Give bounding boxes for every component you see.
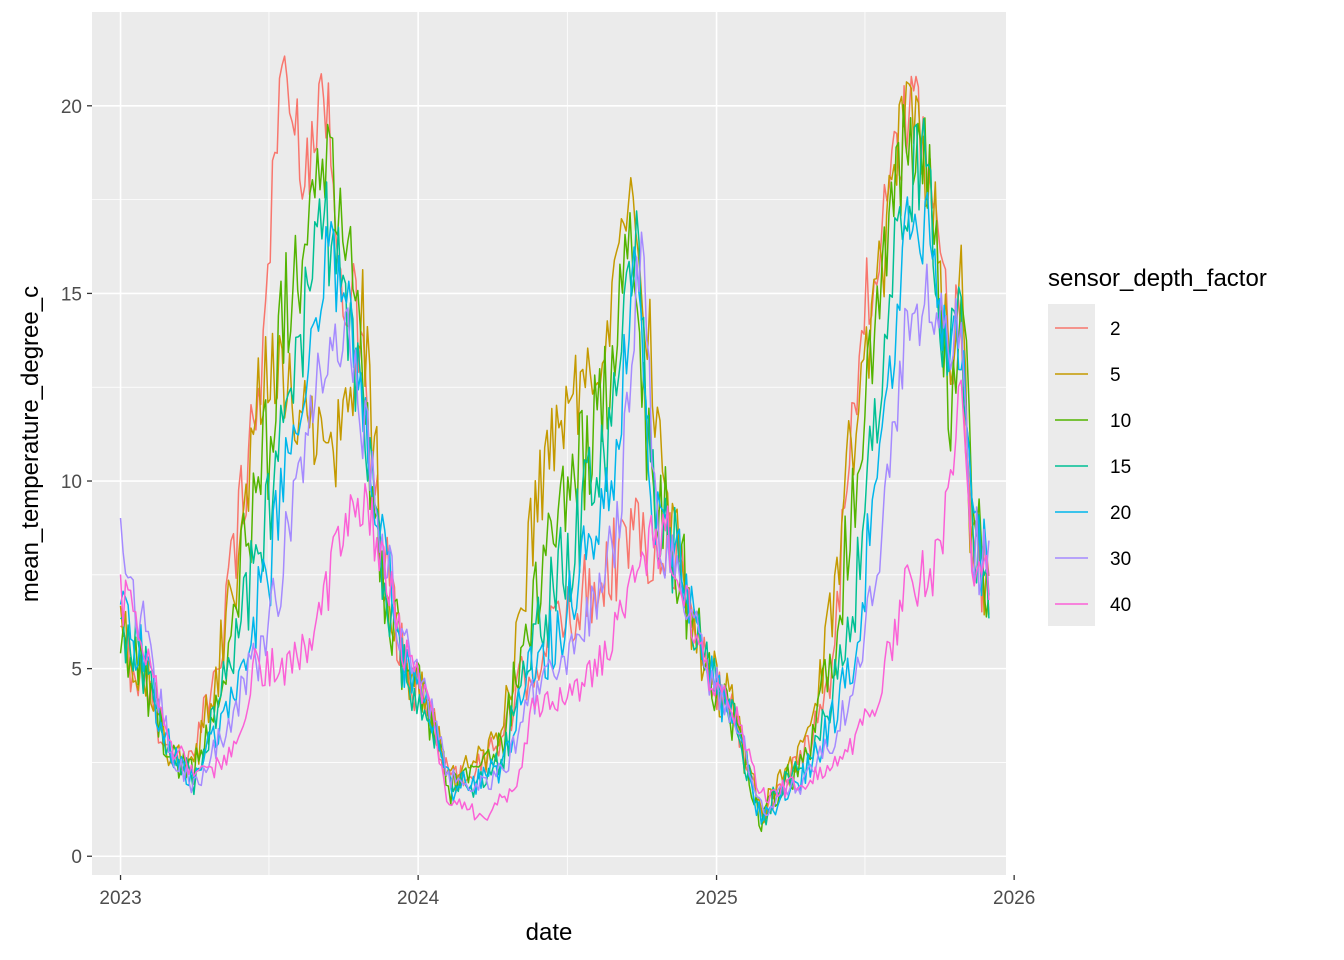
legend-title: sensor_depth_factor — [1048, 265, 1267, 292]
y-tick-label: 5 — [71, 660, 82, 681]
series-line-30 — [119, 231, 990, 817]
y-axis: 0 5 10 15 20 — [61, 97, 92, 868]
y-axis-title: mean_temperature_degree_c — [17, 286, 44, 602]
series-line-20 — [119, 191, 990, 824]
x-tick-label: 2026 — [993, 888, 1035, 909]
series-line-5 — [119, 81, 990, 824]
y-tick-label: 15 — [61, 284, 82, 305]
legend-label-30: 30 — [1110, 549, 1131, 570]
y-tick-label: 0 — [71, 847, 82, 868]
legend-label-15: 15 — [1110, 457, 1131, 478]
x-axis: 2023 2024 2025 2026 — [99, 875, 1035, 909]
series-line-15 — [119, 118, 990, 826]
y-tick-label: 10 — [61, 472, 82, 493]
legend: sensor_depth_factor 2 5 10 15 20 30 40 — [1048, 265, 1267, 626]
legend-label-40: 40 — [1110, 595, 1131, 616]
x-tick-label: 2024 — [397, 888, 440, 909]
legend-label-5: 5 — [1110, 365, 1121, 386]
series-line-10 — [119, 103, 990, 833]
legend-label-20: 20 — [1110, 503, 1131, 524]
plot-panel — [92, 12, 1006, 875]
x-tick-label: 2023 — [99, 888, 141, 909]
series-line-40 — [119, 379, 990, 821]
x-tick-label: 2025 — [695, 888, 737, 909]
series-line-2 — [120, 55, 990, 824]
legend-label-10: 10 — [1110, 411, 1131, 432]
legend-key-background — [1048, 304, 1095, 626]
y-tick-label: 20 — [61, 97, 82, 118]
series-layer — [119, 55, 990, 833]
legend-items: 2 5 10 15 20 30 40 — [1055, 319, 1131, 616]
legend-label-2: 2 — [1110, 319, 1121, 340]
x-axis-title: date — [526, 919, 573, 946]
